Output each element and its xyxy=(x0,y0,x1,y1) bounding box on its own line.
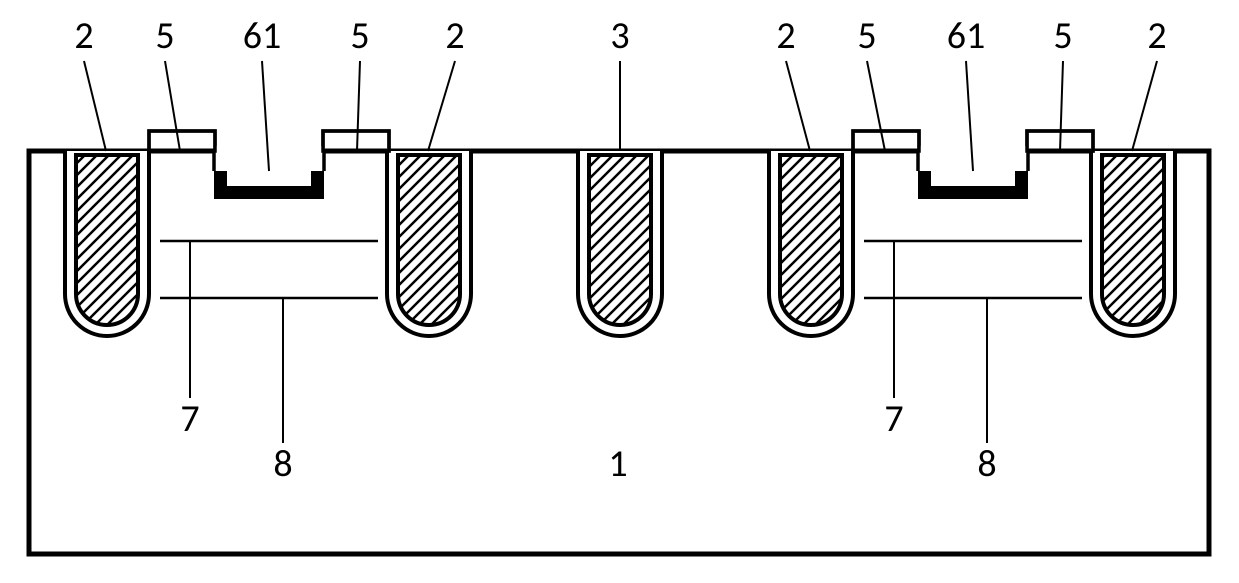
leader-line xyxy=(84,61,106,151)
reference-label: 5 xyxy=(155,13,174,59)
trench-fill xyxy=(398,155,460,325)
reference-label: 1 xyxy=(608,441,627,487)
reference-label: 2 xyxy=(1147,13,1166,59)
leader-line xyxy=(786,61,810,151)
trench-fill xyxy=(780,155,842,325)
reference-label: 61 xyxy=(243,13,282,59)
plate-5 xyxy=(853,131,919,151)
reference-label: 2 xyxy=(74,13,93,59)
leader-line xyxy=(428,61,455,151)
reference-label: 8 xyxy=(977,441,996,487)
leader-line xyxy=(1132,61,1157,151)
plate-5 xyxy=(323,131,389,151)
trench-fill xyxy=(589,155,651,325)
cup-61-cavity xyxy=(227,171,311,186)
reference-label: 8 xyxy=(273,441,292,487)
reference-label: 7 xyxy=(180,396,199,442)
cross-section-diagram: 2 5 61 5 2 3 2 5 61 5 2 7 8 1 7 8 xyxy=(0,0,1239,583)
cup-61-cavity xyxy=(931,171,1015,186)
reference-label: 5 xyxy=(1053,13,1072,59)
reference-label: 3 xyxy=(610,13,629,59)
reference-label: 2 xyxy=(776,13,795,59)
reference-label: 5 xyxy=(857,13,876,59)
plate-5 xyxy=(149,131,215,151)
trench-fill xyxy=(1102,155,1164,325)
reference-label: 5 xyxy=(350,13,369,59)
trench-fill xyxy=(76,155,138,325)
reference-label: 61 xyxy=(947,13,986,59)
reference-label: 7 xyxy=(884,396,903,442)
reference-label: 2 xyxy=(445,13,464,59)
